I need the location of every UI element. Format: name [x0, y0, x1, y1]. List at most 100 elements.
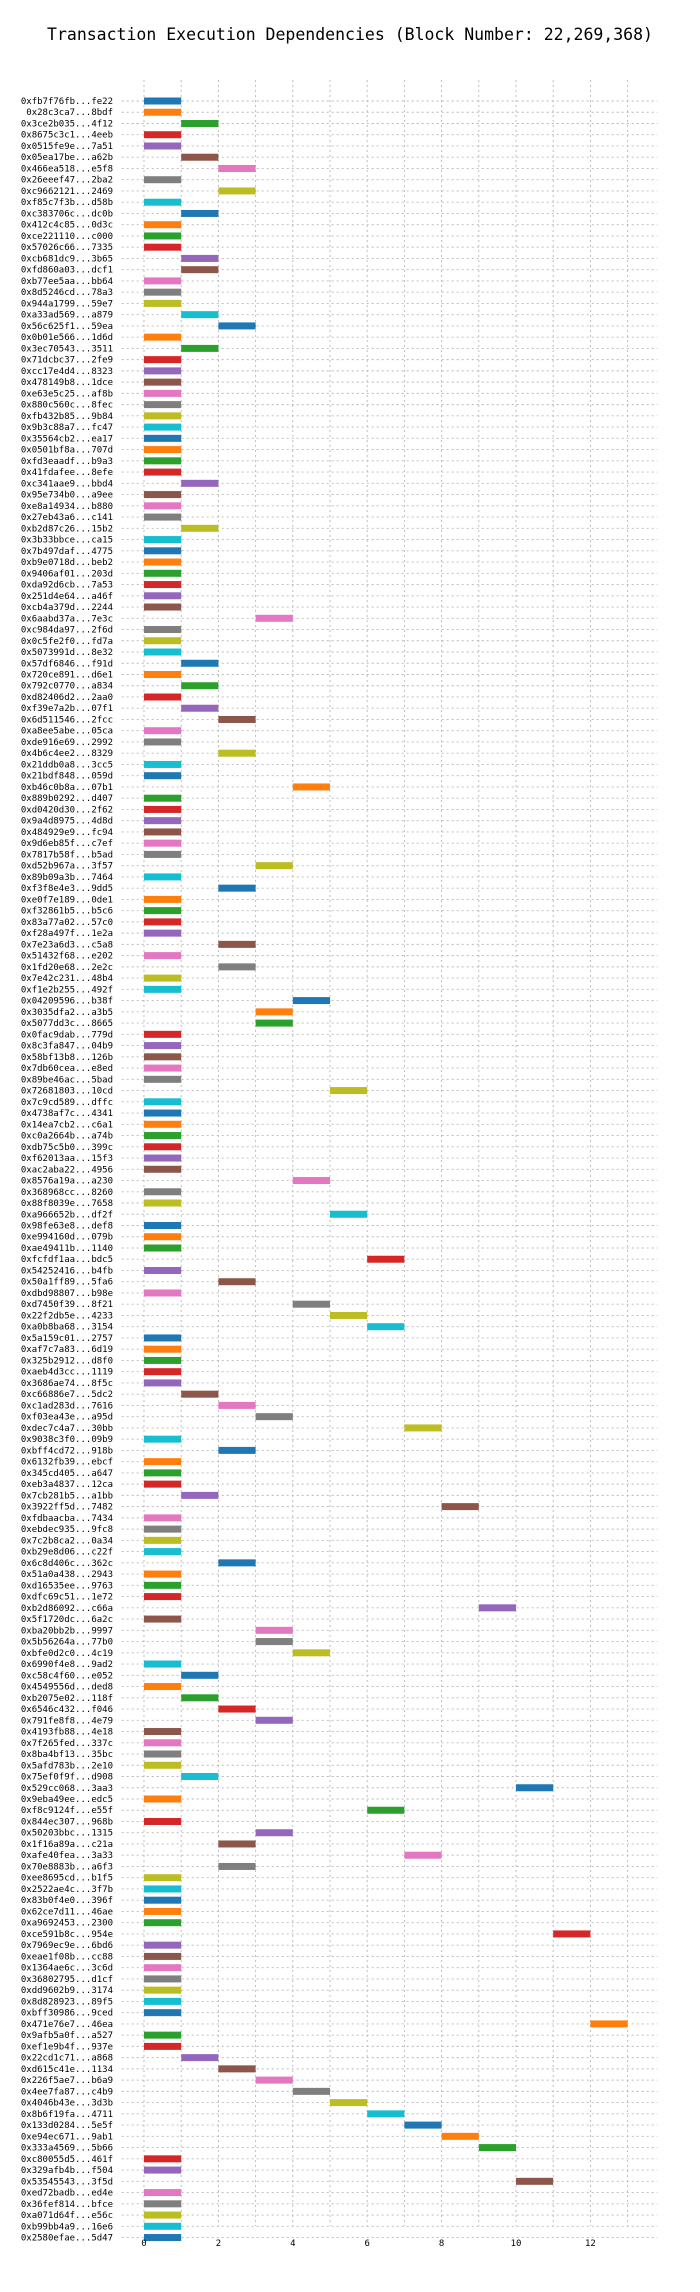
transaction-bar [144, 760, 182, 768]
transaction-label: 0xaf7c7a83...6d19 [21, 1345, 113, 1355]
transaction-label: 0x7969ec9e...6bd6 [21, 1941, 113, 1951]
transaction-bar [144, 626, 182, 634]
transaction-bar [218, 187, 256, 195]
x-tick-label: 12 [585, 2239, 596, 2249]
transaction-bar [181, 1773, 219, 1781]
transaction-label: 0x89be46ac...5bad [21, 1075, 113, 1085]
transaction-bar [144, 1469, 182, 1477]
transaction-bar [144, 1233, 182, 1241]
transaction-label: 0xc0a2664b...a74b [21, 1132, 113, 1142]
transaction-label: 0xf85c7f3b...d58b [21, 198, 113, 208]
transaction-label: 0x88f8039e...7658 [21, 1199, 113, 1209]
transaction-bar [218, 1840, 256, 1848]
transaction-label: 0x56c625f1...59ea [21, 322, 113, 332]
transaction-label: 0x83b0f4e0...396f [21, 1896, 113, 1906]
transaction-label: 0x35564cb2...ea17 [21, 434, 113, 444]
transaction-label: 0x251d4e64...a46f [21, 592, 113, 602]
transaction-bar [181, 659, 219, 667]
transaction-bar [144, 1109, 182, 1117]
transaction-bar [144, 648, 182, 656]
y-axis-labels: 0xfb7f76fb...fe220x28c3ca7...8bdf0x3ce2b… [21, 97, 113, 2244]
transaction-label: 0x9406af01...203d [21, 569, 113, 579]
transaction-label: 0xe994160d...079b [21, 1233, 113, 1243]
transaction-bar [144, 299, 182, 307]
transaction-bar [144, 2234, 182, 2242]
transaction-bar [144, 805, 182, 813]
transaction-label: 0x4549556d...ded8 [21, 1683, 113, 1693]
transaction-bar [144, 1941, 182, 1949]
transaction-label: 0x0b01e566...1d6d [21, 333, 113, 343]
transaction-bar [144, 1660, 182, 1668]
transaction-label: 0x8675c3c1...4eeb [21, 131, 113, 141]
transaction-label: 0xd82406d2...2aa0 [21, 693, 113, 703]
transaction-bar [144, 232, 182, 240]
transaction-bar [144, 2009, 182, 2017]
transaction-bar [181, 119, 219, 127]
transaction-bar [144, 2155, 182, 2163]
transaction-label: 0xb9e0718d...beb2 [21, 558, 113, 568]
transaction-bar [144, 513, 182, 521]
transaction-label: 0x70e8883b...a6f3 [21, 1862, 113, 1872]
transaction-label: 0x04209596...b38f [21, 997, 113, 1007]
transaction-label: 0xdb75c5b0...399c [21, 1143, 113, 1153]
transaction-label: 0x50a1ff89...5fa6 [21, 1278, 113, 1288]
transaction-label: 0xe8a14934...b880 [21, 502, 113, 512]
transaction-bar [144, 1165, 182, 1173]
transaction-bar [516, 2177, 554, 2185]
transaction-label: 0x529cc068...3aa3 [21, 1784, 113, 1794]
transaction-bar [144, 221, 182, 229]
transaction-bar [181, 1491, 219, 1499]
transaction-bar [144, 1615, 182, 1623]
transaction-bar [144, 952, 182, 960]
transaction-label: 0x4b6c4ee2...8329 [21, 749, 113, 759]
transaction-label: 0x5073991d...8e32 [21, 648, 113, 658]
transaction-bar [144, 1514, 182, 1522]
transaction-bar [144, 1919, 182, 1927]
transaction-label: 0x26eeef47...2ba2 [21, 176, 113, 186]
transaction-bar [144, 974, 182, 982]
transaction-bar [181, 266, 219, 274]
transaction-bar [144, 401, 182, 409]
transaction-bar [144, 1244, 182, 1252]
transaction-label: 0x71dcbc37...2fe9 [21, 356, 113, 366]
transaction-label: 0x5077dd3c...8665 [21, 1019, 113, 1029]
transaction-label: 0xaeb4d3cc...1119 [21, 1368, 113, 1378]
transaction-label: 0x944a1799...59e7 [21, 299, 113, 309]
transaction-bar [255, 1626, 293, 1634]
transaction-label: 0x2522ae4c...3f7b [21, 1885, 113, 1895]
transaction-label: 0xa0b8ba68...3154 [21, 1323, 113, 1333]
transaction-label: 0xae49411b...1140 [21, 1244, 113, 1254]
transaction-bar [144, 907, 182, 915]
transaction-bar [144, 1952, 182, 1960]
transaction-label: 0x3ce2b035...4f12 [21, 119, 113, 129]
transaction-label: 0xc66886e7...5dc2 [21, 1390, 113, 1400]
transaction-label: 0xebdec935...9fc8 [21, 1525, 113, 1535]
transaction-bar [218, 1446, 256, 1454]
transaction-label: 0xb77ee5aa...bb64 [21, 277, 113, 287]
transaction-label: 0x4046b43e...3d3b [21, 2099, 113, 2109]
transaction-bar [144, 434, 182, 442]
transaction-label: 0x345cd405...a647 [21, 1469, 113, 1479]
transaction-label: 0x7c2b8ca2...0a34 [21, 1536, 113, 1546]
transaction-label: 0x22cd1c71...a868 [21, 2054, 113, 2064]
transaction-bar [144, 446, 182, 454]
transaction-bar [144, 288, 182, 296]
transaction-label: 0x72681803...10cd [21, 1087, 113, 1097]
transaction-label: 0x844ec307...968b [21, 1817, 113, 1827]
bars [144, 97, 628, 2242]
transaction-bar [144, 693, 182, 701]
transaction-label: 0xa8ee5abe...05ca [21, 727, 113, 737]
transaction-bar [478, 1604, 516, 1612]
transaction-label: 0x36fef814...bfce [21, 2200, 113, 2210]
transaction-label: 0x329afb4b...f504 [21, 2166, 113, 2176]
transaction-label: 0xc58c4f60...e052 [21, 1671, 113, 1681]
transaction-bar [144, 1997, 182, 2005]
transaction-bar [255, 1829, 293, 1837]
transaction-label: 0xf8c9124f...e55f [21, 1806, 113, 1816]
transaction-bar [144, 1874, 182, 1882]
transaction-bar [144, 828, 182, 836]
transaction-label: 0xfd860a03...dcf1 [21, 266, 113, 276]
transaction-bar [144, 356, 182, 364]
transaction-bar [255, 614, 293, 622]
transaction-label: 0x98fe63e8...def8 [21, 1222, 113, 1232]
